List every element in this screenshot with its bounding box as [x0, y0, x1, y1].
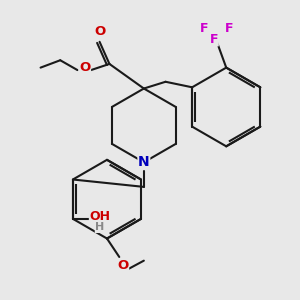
Text: O: O	[94, 26, 105, 38]
Text: O: O	[79, 61, 91, 74]
Text: N: N	[138, 155, 150, 169]
Text: O: O	[117, 259, 129, 272]
Text: F: F	[200, 22, 208, 35]
Text: F: F	[210, 33, 218, 46]
Text: OH: OH	[89, 210, 110, 223]
Text: F: F	[224, 22, 233, 35]
Text: H: H	[95, 223, 105, 232]
